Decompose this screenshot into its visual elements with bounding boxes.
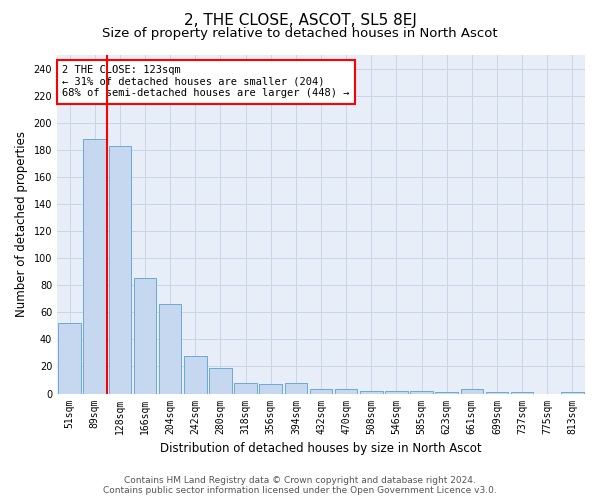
Bar — [410, 391, 433, 394]
Bar — [184, 356, 206, 394]
Bar — [360, 391, 383, 394]
Bar — [436, 392, 458, 394]
Text: Contains HM Land Registry data © Crown copyright and database right 2024.
Contai: Contains HM Land Registry data © Crown c… — [103, 476, 497, 495]
Bar — [259, 384, 282, 394]
Bar — [159, 304, 181, 394]
Text: Size of property relative to detached houses in North Ascot: Size of property relative to detached ho… — [102, 28, 498, 40]
Bar — [109, 146, 131, 394]
Text: 2 THE CLOSE: 123sqm
← 31% of detached houses are smaller (204)
68% of semi-detac: 2 THE CLOSE: 123sqm ← 31% of detached ho… — [62, 65, 350, 98]
Bar — [134, 278, 157, 394]
Bar — [83, 139, 106, 394]
X-axis label: Distribution of detached houses by size in North Ascot: Distribution of detached houses by size … — [160, 442, 482, 455]
Bar — [209, 368, 232, 394]
Bar — [511, 392, 533, 394]
Bar — [485, 392, 508, 394]
Bar — [461, 390, 483, 394]
Bar — [234, 382, 257, 394]
Bar — [284, 382, 307, 394]
Bar — [561, 392, 584, 394]
Bar — [335, 390, 358, 394]
Y-axis label: Number of detached properties: Number of detached properties — [15, 132, 28, 318]
Text: 2, THE CLOSE, ASCOT, SL5 8EJ: 2, THE CLOSE, ASCOT, SL5 8EJ — [184, 12, 416, 28]
Bar — [58, 323, 81, 394]
Bar — [385, 391, 408, 394]
Bar — [310, 390, 332, 394]
